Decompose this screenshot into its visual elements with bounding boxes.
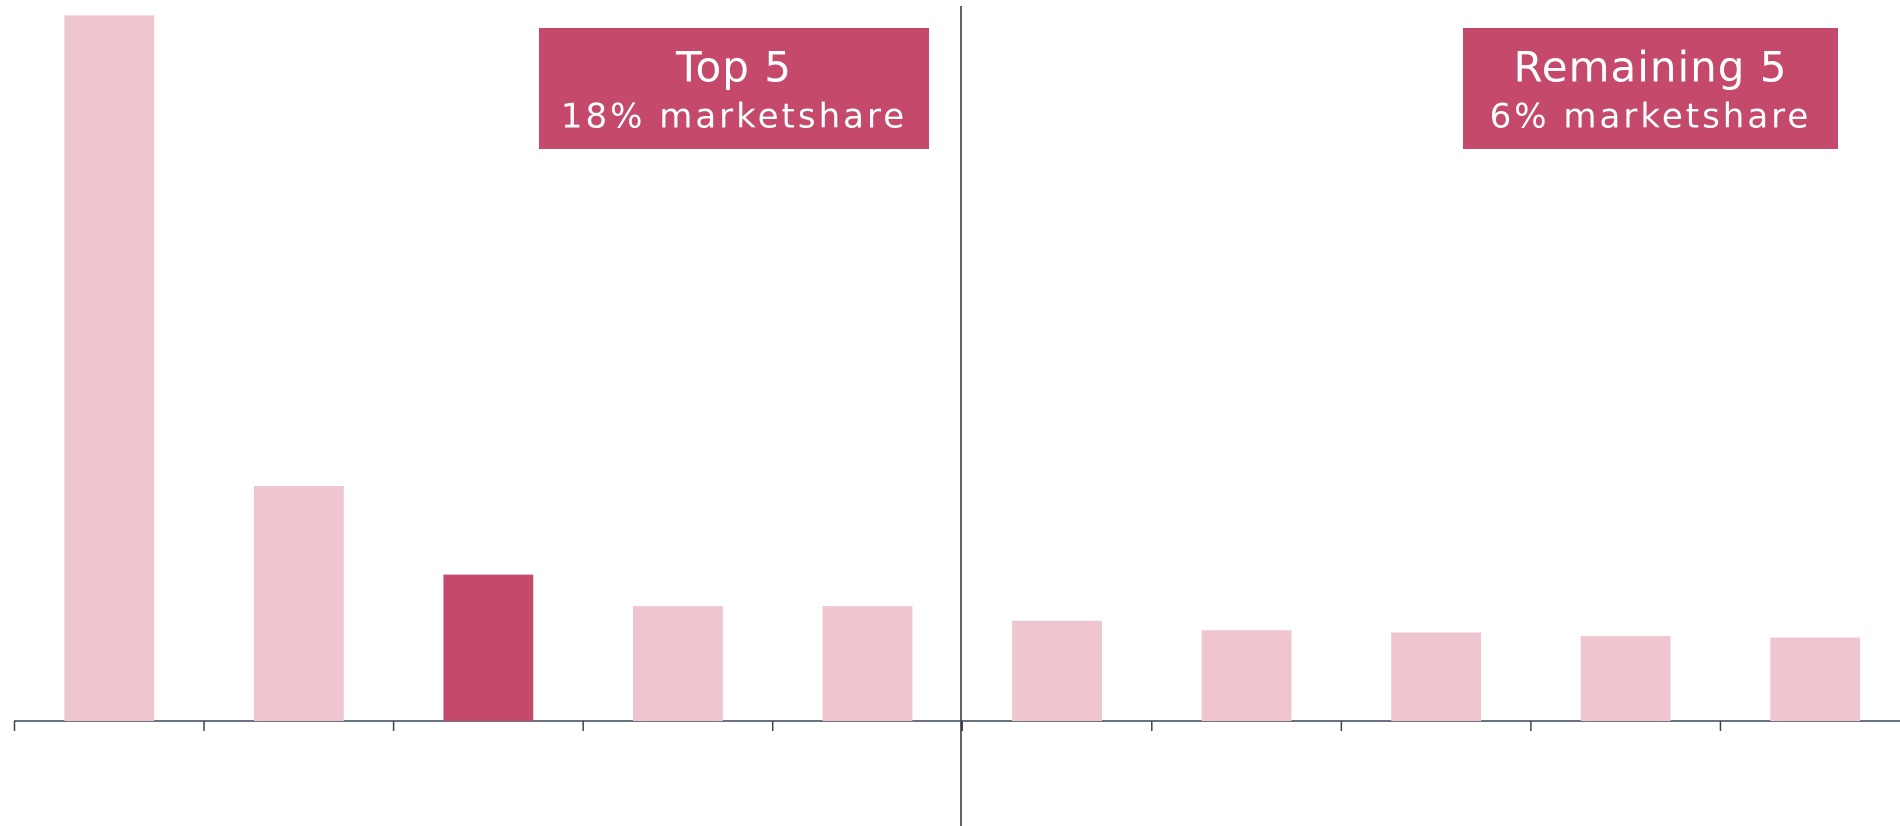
annotation-text: 18% marketshare — [561, 97, 907, 137]
bar — [1770, 637, 1861, 721]
bar — [1012, 620, 1102, 721]
annotation-box — [1463, 28, 1838, 149]
annotation-text: 6% marketshare — [1490, 97, 1812, 137]
bar — [1201, 630, 1292, 721]
bar — [822, 606, 913, 721]
bar — [1580, 636, 1671, 721]
annotation-title: Remaining 5 — [1513, 43, 1787, 92]
bar — [64, 15, 155, 721]
bar — [443, 574, 534, 721]
bar — [1391, 632, 1482, 721]
bar — [253, 486, 344, 721]
annotation-box — [539, 28, 929, 149]
annotation-title: Top 5 — [675, 43, 792, 92]
bar — [633, 606, 723, 721]
